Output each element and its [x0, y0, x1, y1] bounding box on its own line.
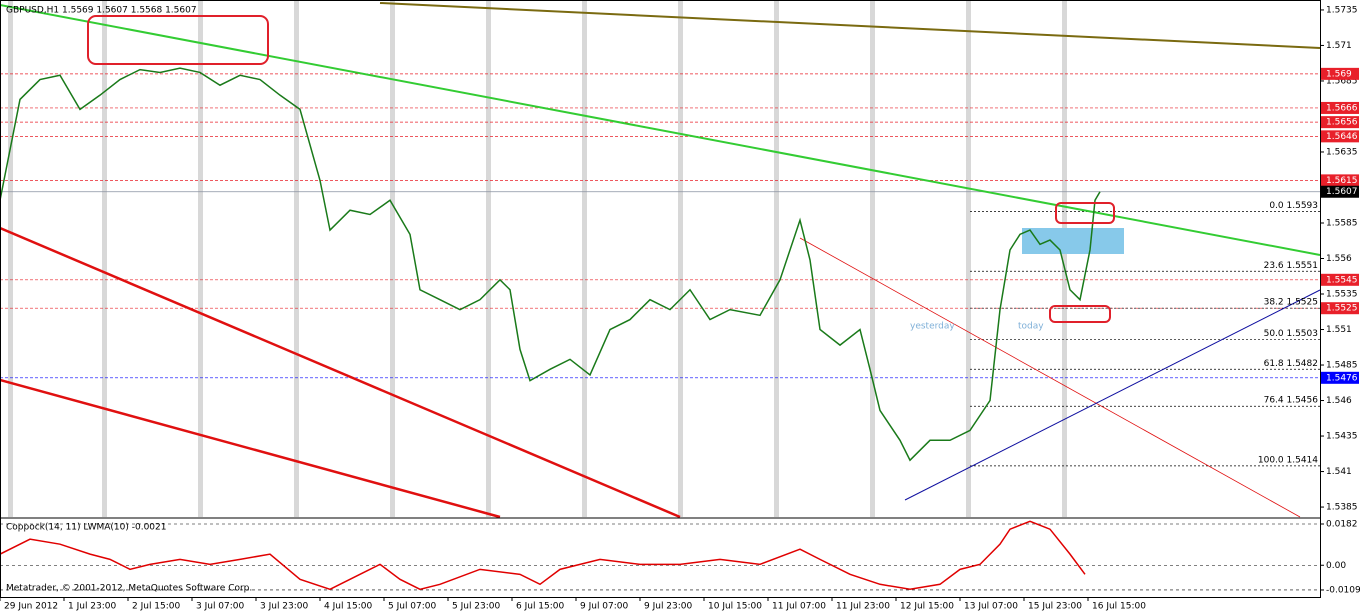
main-plot: [0, 67, 1101, 462]
y-tick-label: 1.5735: [1326, 5, 1358, 15]
y-tick-label: -0.0109: [1326, 585, 1360, 595]
level-label: 1.5656: [1326, 118, 1358, 128]
fib-label: 100.0 1.5414: [1258, 455, 1318, 465]
level-label: 1.5476: [1326, 373, 1358, 383]
x-tick-label: 29 Jun 2012: [4, 602, 58, 612]
x-tick-label: 15 Jul 23:00: [1028, 602, 1082, 612]
x-tick-label: 1 Jul 23:00: [68, 602, 117, 612]
fib-label: 76.4 1.5456: [1264, 396, 1319, 406]
level-tag: [1321, 185, 1359, 198]
annotation: yesterday: [910, 322, 955, 332]
level-tag: [1321, 371, 1359, 384]
fib-label: 38.2 1.5525: [1264, 298, 1318, 308]
y-tick-label: 0.00: [1326, 561, 1346, 571]
trendline: [0, 4, 1321, 256]
x-tick-label: 2 Jul 15:00: [132, 602, 181, 612]
level-tag: [1321, 130, 1359, 143]
x-tick-label: 10 Jul 15:00: [708, 602, 762, 612]
annotation: today: [1018, 322, 1044, 332]
fib-label: 61.8 1.5482: [1264, 359, 1318, 369]
price-line: [0, 67, 1101, 462]
indicator-title: Coppock(14, 11) LWMA(10) -0.0021: [6, 523, 166, 533]
y-tick-label: 0.0182: [1326, 519, 1358, 529]
x-tick-label: 9 Jul 07:00: [580, 602, 629, 612]
price-line: [0, 520, 1086, 591]
level-tag: [1321, 174, 1359, 187]
trendline: [904, 289, 1321, 501]
fib-label: 50.0 1.5503: [1264, 329, 1318, 339]
level-label: 1.5607: [1326, 187, 1358, 197]
symbol-header: GBPUSD,H1 1.5569 1.5607 1.5568 1.5607: [6, 6, 197, 16]
channel-line: [0, 226, 681, 519]
x-tick-label: 11 Jul 07:00: [772, 602, 826, 612]
level-label: 1.569: [1326, 69, 1352, 79]
y-tick-label: 1.5535: [1326, 290, 1358, 300]
level-label: 1.5545: [1326, 275, 1358, 285]
x-tick-label: 12 Jul 15:00: [900, 602, 954, 612]
highlights: [87, 15, 1115, 323]
fib-label: 0.0 1.5593: [1269, 201, 1318, 211]
indicator-plot: [0, 520, 1320, 591]
y-tick-label: 1.556: [1326, 254, 1352, 264]
level-tag: [1321, 273, 1359, 286]
copyright: Metatrader, © 2001-2012, MetaQuotes Soft…: [6, 584, 252, 594]
x-tick-label: 11 Jul 23:00: [836, 602, 890, 612]
channel-line: [0, 378, 501, 519]
y-tick-label: 1.551: [1326, 325, 1352, 335]
x-tick-label: 5 Jul 07:00: [388, 602, 437, 612]
level-tag: [1321, 67, 1359, 80]
x-tick-label: 9 Jul 23:00: [644, 602, 693, 612]
trendline: [799, 237, 1301, 518]
level-label: 1.5666: [1326, 103, 1358, 113]
x-tick-label: 4 Jul 15:00: [324, 602, 373, 612]
y-tick-label: 1.5585: [1326, 218, 1358, 228]
level-label: 1.5615: [1326, 176, 1358, 186]
y-tick-label: 1.5435: [1326, 432, 1358, 442]
y-tick-label: 1.541: [1326, 467, 1352, 477]
level-label: 1.5525: [1326, 304, 1358, 314]
level-tag: [1321, 101, 1359, 114]
y-tick-label: 1.5385: [1326, 503, 1358, 513]
zone: [1022, 228, 1124, 254]
fib-label: 23.6 1.5551: [1264, 261, 1318, 271]
level-label: 1.5646: [1326, 132, 1358, 142]
y-tick-label: 1.5685: [1326, 76, 1358, 86]
x-tick-label: 5 Jul 23:00: [452, 602, 501, 612]
y-tick-label: 1.546: [1326, 396, 1352, 406]
frame: [0, 0, 1321, 598]
level-tag: [1321, 116, 1359, 129]
level-tag: [1321, 302, 1359, 315]
x-tick-label: 13 Jul 07:00: [964, 602, 1018, 612]
x-tick-label: 3 Jul 07:00: [196, 602, 245, 612]
x-tick-label: 6 Jul 15:00: [516, 602, 565, 612]
x-tick-label: 16 Jul 15:00: [1092, 602, 1146, 612]
y-tick-label: 1.5635: [1326, 147, 1358, 157]
x-tick-label: 3 Jul 23:00: [260, 602, 309, 612]
session-bands: [8, 0, 1067, 517]
trendline: [379, 2, 1321, 49]
y-tick-label: 1.571: [1326, 41, 1352, 51]
y-tick-label: 1.5485: [1326, 361, 1358, 371]
